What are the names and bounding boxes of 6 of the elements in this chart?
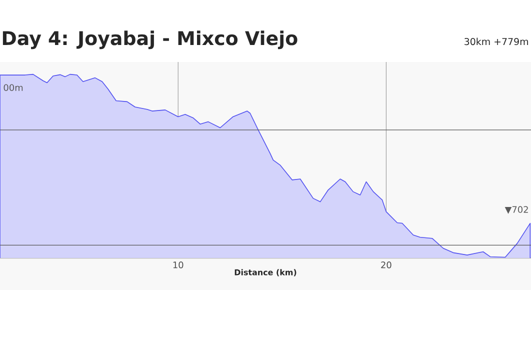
chart-subtitle: 30km +779m bbox=[464, 38, 528, 46]
x-tick-label: 10 bbox=[173, 262, 184, 268]
annotation: 00m bbox=[4, 84, 23, 91]
x-tick-label: 20 bbox=[381, 262, 392, 268]
chart-title: Day 4: Joyabaj - Mixco Viejo bbox=[2, 30, 298, 50]
annotation: ▼702 bbox=[504, 206, 528, 214]
